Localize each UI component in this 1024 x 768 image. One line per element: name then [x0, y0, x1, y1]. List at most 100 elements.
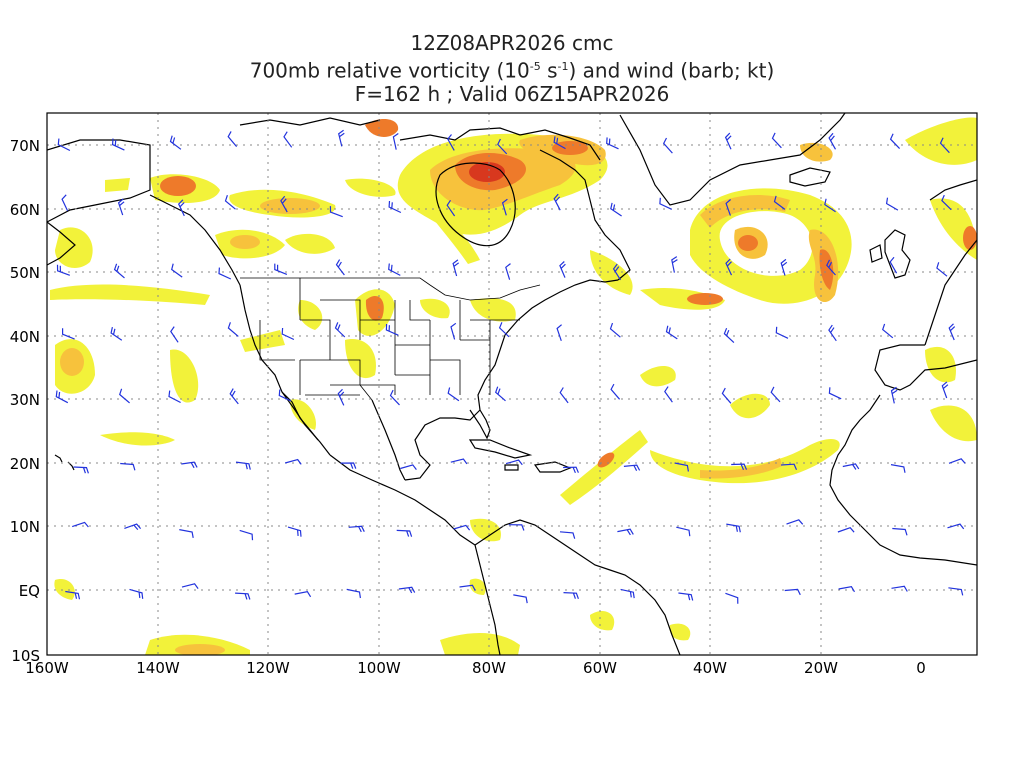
wind-barb — [179, 529, 194, 539]
wind-barb — [556, 324, 562, 341]
lat-label: 40N — [10, 328, 40, 346]
wind-barb — [838, 586, 856, 593]
title-exp-1: -5 — [529, 60, 541, 73]
wind-barb — [610, 202, 622, 217]
wind-barb — [111, 138, 125, 151]
wind-barb — [948, 587, 964, 596]
wind-barb — [784, 588, 801, 596]
wind-barb — [171, 263, 183, 278]
wind-barb — [329, 206, 343, 218]
wind-barb — [842, 463, 860, 470]
wind-barb — [389, 389, 400, 406]
wind-barb — [559, 261, 566, 278]
title-exp-2: -1 — [557, 60, 569, 73]
wind-barb — [676, 526, 691, 537]
wind-barb — [224, 195, 236, 210]
wind-barb — [284, 458, 302, 465]
longitude-labels: 160W 140W 120W 100W 80W 60W 40W 20W 0 — [25, 659, 926, 677]
lon-label: 40W — [693, 659, 727, 677]
political-borders — [240, 277, 541, 401]
latitude-labels: 70N 60N 50N 40N 30N 20N 10N EQ 10S — [10, 137, 40, 665]
wind-barb — [563, 466, 579, 474]
wind-barb — [824, 198, 836, 213]
wind-barb — [497, 138, 508, 155]
wind-barb — [396, 529, 413, 537]
wind-barb — [947, 523, 965, 530]
wind-barb — [229, 388, 239, 405]
wind-barb — [889, 133, 901, 150]
wind-barbs — [55, 129, 966, 604]
lon-label: 120W — [246, 659, 290, 677]
wind-barb — [828, 387, 842, 400]
wind-barb — [385, 323, 399, 336]
wind-barb — [721, 387, 732, 404]
wind-barb — [623, 464, 641, 471]
wind-barb — [62, 328, 75, 340]
wind-barb — [780, 258, 788, 276]
lat-label: 60N — [10, 201, 40, 219]
wind-barb — [498, 322, 510, 338]
lon-label: 160W — [25, 659, 69, 677]
wind-barb — [771, 132, 782, 149]
wind-barb — [169, 135, 182, 150]
wind-barb — [890, 464, 906, 473]
wind-barb — [892, 527, 908, 536]
wind-barb — [664, 386, 673, 403]
wind-barb — [885, 197, 899, 211]
wind-barb — [287, 526, 302, 537]
wind-barb — [724, 132, 732, 150]
wind-barb — [505, 459, 523, 466]
wind-barb — [939, 137, 950, 154]
wind-barb — [671, 256, 678, 273]
wind-barb — [235, 592, 251, 600]
lon-label: 100W — [357, 659, 401, 677]
wind-barb — [61, 194, 69, 212]
lat-label: 30N — [10, 391, 40, 409]
lat-label: EQ — [19, 582, 40, 600]
wind-barb — [388, 263, 401, 276]
coastlines — [47, 113, 977, 655]
wind-barb — [177, 199, 185, 217]
wind-barb — [936, 262, 948, 277]
wind-barb — [508, 524, 525, 531]
wind-barb — [280, 195, 288, 213]
wind-barb — [170, 326, 179, 343]
wind-barb — [786, 519, 804, 525]
wind-barb — [678, 592, 694, 601]
wind-barb — [113, 263, 125, 279]
title-field-suffix: ) and wind (barb; kt) — [568, 58, 775, 83]
wind-barb — [891, 585, 908, 592]
wind-barb — [388, 200, 402, 214]
wind-barb — [610, 383, 621, 400]
wind-barb — [948, 323, 956, 341]
wind-barb — [447, 387, 460, 402]
wind-barb — [659, 197, 672, 210]
wind-barb — [553, 136, 566, 150]
wind-barb — [505, 263, 511, 280]
wind-barb — [494, 386, 506, 402]
wind-barb — [941, 194, 952, 211]
title-field-mid: s — [540, 58, 558, 83]
wind-barb — [129, 588, 144, 599]
wind-barb — [117, 198, 125, 216]
wind-barb — [665, 325, 678, 340]
wind-barb — [334, 322, 346, 338]
wind-barb — [725, 592, 739, 604]
wind-barb — [674, 462, 689, 472]
wind-barb — [335, 259, 345, 276]
wind-barb — [513, 594, 528, 604]
wind-barb — [553, 193, 561, 211]
wind-barb — [559, 531, 576, 539]
wind-barb — [274, 263, 288, 275]
title-run-line: 12Z08APR2026 cmc — [410, 31, 614, 55]
wind-barb — [781, 463, 798, 470]
wind-barb — [120, 462, 136, 471]
wind-barb — [168, 390, 181, 404]
wind-barb — [775, 326, 789, 339]
wind-barb — [450, 458, 468, 465]
wind-barb — [392, 133, 399, 150]
title-field-line: 700mb relative vorticity (10-5 s-1) and … — [0, 55, 1024, 83]
title-valid-line: F=162 h ; Valid 06Z15APR2026 — [354, 81, 670, 106]
graticule — [47, 113, 977, 655]
plot-title: 12Z08APR2026 cmc 700mb relative vorticit… — [0, 32, 1024, 106]
